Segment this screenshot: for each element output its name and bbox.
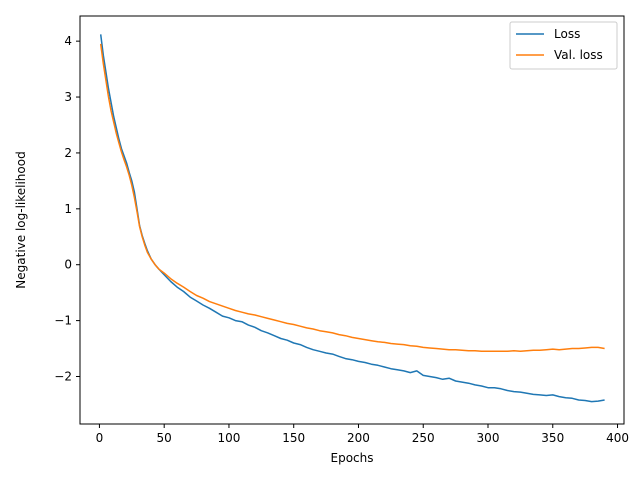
legend: Loss Val. loss <box>509 21 618 70</box>
legend-label-loss: Loss <box>554 27 580 41</box>
y-tick-label: 1 <box>64 202 72 216</box>
legend-label-val-loss: Val. loss <box>554 48 603 62</box>
y-tick-label: 3 <box>64 90 72 104</box>
x-tick-label: 350 <box>541 431 564 445</box>
x-tick-label: 0 <box>96 431 104 445</box>
x-axis-label: Epochs <box>331 451 374 465</box>
x-axis: 0 50 100 150 200 250 300 350 400 <box>96 424 629 445</box>
x-tick-label: 250 <box>412 431 435 445</box>
y-tick-label: −2 <box>54 369 72 383</box>
y-tick-label: 4 <box>64 34 72 48</box>
y-tick-label: −1 <box>54 314 72 328</box>
y-tick-label: 0 <box>64 258 72 272</box>
y-tick-label: 2 <box>64 146 72 160</box>
x-tick-label: 150 <box>282 431 305 445</box>
series-layer <box>99 34 605 403</box>
x-tick-label: 100 <box>217 431 240 445</box>
series-line-val-loss <box>99 43 605 353</box>
x-tick-label: 200 <box>347 431 370 445</box>
x-tick-label: 50 <box>157 431 172 445</box>
x-tick-label: 300 <box>477 431 500 445</box>
y-axis: −2 −1 0 1 2 3 4 <box>54 34 80 383</box>
y-axis-label: Negative log-likelihood <box>14 151 28 288</box>
plot-frame <box>79 15 625 425</box>
x-tick-label: 400 <box>606 431 629 445</box>
series-line-loss <box>99 34 605 403</box>
